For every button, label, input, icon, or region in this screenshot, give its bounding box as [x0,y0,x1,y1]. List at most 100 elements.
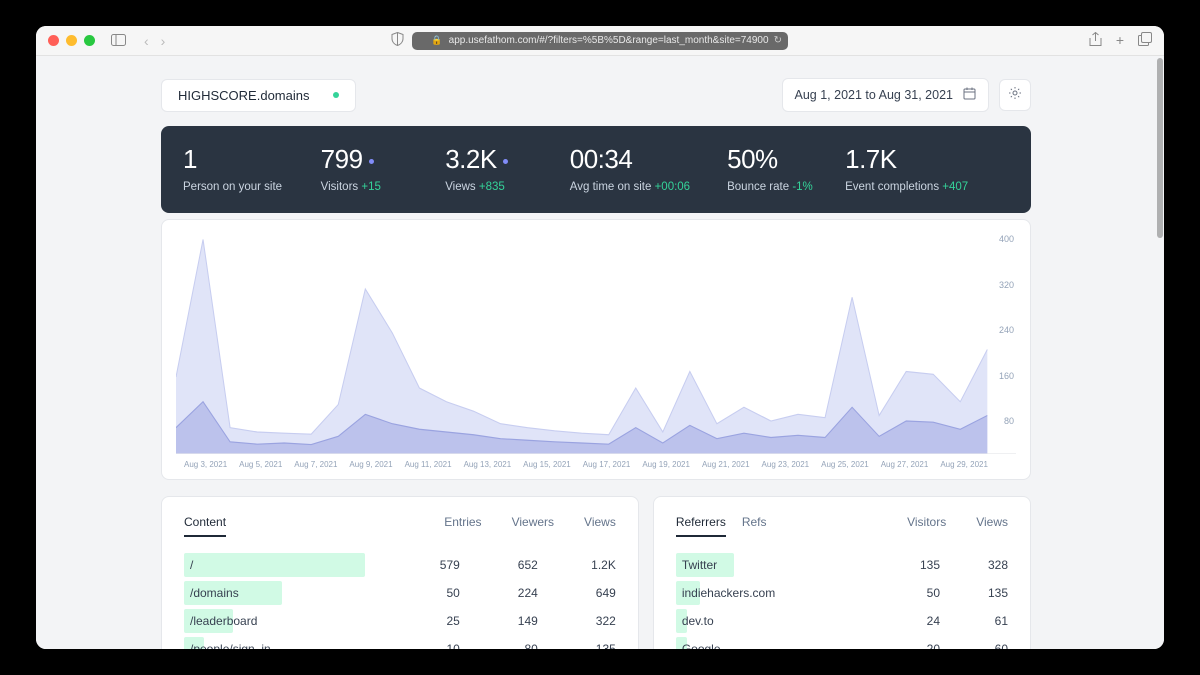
share-icon[interactable] [1089,32,1102,50]
content-path: /leaderboard [184,614,420,628]
referrer-views: 328 [970,558,1008,572]
content-path: /domains [184,586,420,600]
forward-button[interactable]: › [161,33,166,49]
content-table-card: Content Entries Viewers Views /5796521.2… [161,496,639,649]
stat-bounce-label: Bounce rate [727,181,789,193]
content-entries: 50 [420,586,460,600]
referrer-name: Twitter [676,558,902,572]
content-viewers: 652 [498,558,538,572]
referrer-views: 135 [970,586,1008,600]
browser-window: ‹ › 🔒 app.usefathom.com/#/?filters=%5B%5… [36,26,1164,649]
privacy-shield-icon[interactable] [391,32,404,49]
chart-x-tick: Aug 5, 2021 [239,460,282,469]
table-row[interactable]: /people/sign_in1080135 [184,635,616,649]
content-entries: 579 [420,558,460,572]
stat-views-label: Views [445,181,475,193]
table-row[interactable]: /leaderboard25149322 [184,607,616,635]
chart-y-tick: 240 [999,325,1014,335]
table-row[interactable]: dev.to24 61 [676,607,1008,635]
table-row[interactable]: Twitter135328 [676,551,1008,579]
chart-x-tick: Aug 7, 2021 [294,460,337,469]
content-views: 649 [576,586,616,600]
referrers-table-card: Referrers Refs Visitors Views Twitter135… [653,496,1031,649]
referrer-views: 61 [970,614,1008,628]
stat-avg-time-value: 00:34 [570,144,727,175]
chart-x-axis: Aug 3, 2021 Aug 5, 2021 Aug 7, 2021 Aug 9, … [176,454,1016,469]
content-viewers: 80 [498,642,538,649]
content-views: 1.2K [576,558,616,572]
chart-x-tick: Aug 3, 2021 [184,460,227,469]
content-viewers: 149 [498,614,538,628]
stat-bounce[interactable]: 50% Bounce rate -1% [727,144,845,193]
tabs-icon[interactable] [1138,32,1152,50]
chart-y-tick: 320 [999,280,1014,290]
traffic-chart[interactable]: 40032024016080 [176,234,1016,454]
tab-referrers[interactable]: Referrers [676,515,726,537]
table-row[interactable]: indiehackers.com50135 [676,579,1008,607]
url-bar[interactable]: 🔒 app.usefathom.com/#/?filters=%5B%5D&ra… [412,32,788,50]
back-button[interactable]: ‹ [144,33,149,49]
referrer-name: dev.to [676,614,902,628]
stat-views[interactable]: 3.2K Views +835 [445,144,570,193]
stat-events-value: 1.7K [845,144,1009,175]
chart-y-tick: 80 [999,416,1014,426]
app-body: HIGHSCORE.domains Aug 1, 2021 to Aug 31,… [36,56,1164,649]
stat-visitors-label: Visitors [321,181,359,193]
col-viewers: Viewers [512,515,554,537]
chart-x-tick: Aug 19, 2021 [642,460,690,469]
stat-views-value: 3.2K [445,144,497,174]
stat-events[interactable]: 1.7K Event completions +407 [845,144,1009,193]
sidebar-toggle-icon[interactable] [111,33,126,49]
content-entries: 25 [420,614,460,628]
stats-bar: 1 Person on your site 799 Visitors +15 3… [161,126,1031,213]
new-tab-icon[interactable]: + [1116,32,1124,50]
settings-button[interactable] [999,79,1031,111]
referrer-views: 60 [970,642,1008,649]
chart-x-tick: Aug 11, 2021 [405,460,452,469]
lock-icon: 🔒 [431,35,442,46]
content-entries: 10 [420,642,460,649]
stat-events-delta: +407 [942,181,968,193]
referrer-name: indiehackers.com [676,586,902,600]
dashboard-header: HIGHSCORE.domains Aug 1, 2021 to Aug 31,… [161,78,1031,112]
nav-arrows: ‹ › [144,33,165,49]
traffic-lights [48,35,95,46]
data-tables-row: Content Entries Viewers Views /5796521.2… [161,496,1031,649]
scrollbar[interactable] [1157,58,1163,238]
stat-avg-time-delta: +00:06 [655,181,691,193]
content-path: / [184,558,420,572]
maximize-window-button[interactable] [84,35,95,46]
close-window-button[interactable] [48,35,59,46]
stat-views-delta: +835 [479,181,505,193]
chrome-right-actions: + [1089,32,1152,50]
content-path: /people/sign_in [184,642,420,649]
stat-live[interactable]: 1 Person on your site [183,144,321,193]
reload-icon[interactable]: ↻ [774,35,782,46]
stat-live-label: Person on your site [183,181,321,193]
minimize-window-button[interactable] [66,35,77,46]
table-row[interactable]: /domains50 224 649 [184,579,616,607]
table-row[interactable]: Google2060 [676,635,1008,649]
date-range-picker[interactable]: Aug 1, 2021 to Aug 31, 2021 [782,78,989,112]
tab-content[interactable]: Content [184,515,226,537]
date-range-text: Aug 1, 2021 to Aug 31, 2021 [795,88,953,102]
stat-visitors-value: 799 [321,144,363,174]
stat-visitors-delta: +15 [361,181,381,193]
stat-visitors[interactable]: 799 Visitors +15 [321,144,446,193]
url-text: app.usefathom.com/#/?filters=%5B%5D&rang… [449,35,769,46]
chart-x-tick: Aug 9, 2021 [349,460,392,469]
chart-x-tick: Aug 25, 2021 [821,460,869,469]
table-row[interactable]: /579 652 1.2K [184,551,616,579]
chart-x-tick: Aug 21, 2021 [702,460,750,469]
site-name: HIGHSCORE.domains [178,88,309,103]
chart-x-tick: Aug 27, 2021 [881,460,929,469]
stat-avg-time[interactable]: 00:34 Avg time on site +00:06 [570,144,727,193]
chart-x-tick: Aug 17, 2021 [583,460,631,469]
content-viewers: 224 [498,586,538,600]
gear-icon [1008,86,1022,105]
stat-bounce-value: 50% [727,144,845,175]
referrer-visitors: 24 [902,614,940,628]
site-selector[interactable]: HIGHSCORE.domains [161,79,356,112]
col-visitors: Visitors [907,515,946,537]
tab-refs[interactable]: Refs [742,515,767,537]
